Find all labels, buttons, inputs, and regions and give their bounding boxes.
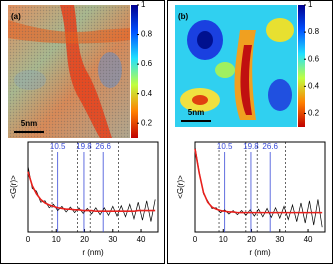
x-axis-label: r (nm) <box>82 248 104 257</box>
y-axis-label: <G(r)> <box>9 175 18 199</box>
x-tick-label: 10 <box>52 235 61 244</box>
x-tick-label: 0 <box>193 235 198 244</box>
marked-label: 10.5 <box>50 142 66 151</box>
colorbar-tick-label: 0.2 <box>308 109 320 118</box>
panel-label: (a) <box>11 12 21 21</box>
data-line <box>194 148 323 214</box>
colorbar-tick-label: 1 <box>308 0 313 9</box>
heatmap-b <box>175 5 297 127</box>
plot-frame <box>194 141 326 233</box>
data-line <box>27 166 156 222</box>
marked-label: 10.5 <box>217 142 233 151</box>
y-axis-label: <G(r)> <box>176 175 185 199</box>
panel-label: (b) <box>178 12 189 21</box>
colorbar-tick-label: 0.6 <box>308 54 320 63</box>
marked-label: 19.8 <box>76 142 92 151</box>
scale-bar-label: 5nm <box>188 108 204 117</box>
colorbar <box>131 5 138 138</box>
colorbar-tick-label: 1 <box>141 0 146 9</box>
colorbar-tick-label: 0.4 <box>308 81 320 90</box>
marked-label: 26.6 <box>95 142 111 151</box>
x-tick-label: 30 <box>108 235 117 244</box>
data-line <box>194 146 323 228</box>
marked-label: 19.8 <box>243 142 259 151</box>
colorbar-tick-label: 0.4 <box>141 89 153 98</box>
marked-label: 26.6 <box>262 142 278 151</box>
x-tick-label: 10 <box>219 235 228 244</box>
colorbar-tick-label: 0.6 <box>141 59 153 68</box>
colorbar-tick-label: 0.8 <box>308 27 320 36</box>
x-tick-label: 0 <box>26 235 31 244</box>
x-tick-label: 20 <box>80 235 89 244</box>
scale-bar-label: 5nm <box>21 119 37 128</box>
colorbar-tick-label: 0.8 <box>141 30 153 39</box>
x-tick-label: 20 <box>247 235 256 244</box>
colorbar <box>298 5 305 127</box>
x-tick-label: 30 <box>275 235 284 244</box>
data-line <box>27 171 156 213</box>
x-axis-label: r (nm) <box>249 248 271 257</box>
x-tick-label: 40 <box>304 235 313 244</box>
heatmap-a <box>8 5 130 138</box>
plot-frame <box>27 141 159 233</box>
colorbar-tick-label: 0.2 <box>141 118 153 127</box>
x-tick-label: 40 <box>137 235 146 244</box>
